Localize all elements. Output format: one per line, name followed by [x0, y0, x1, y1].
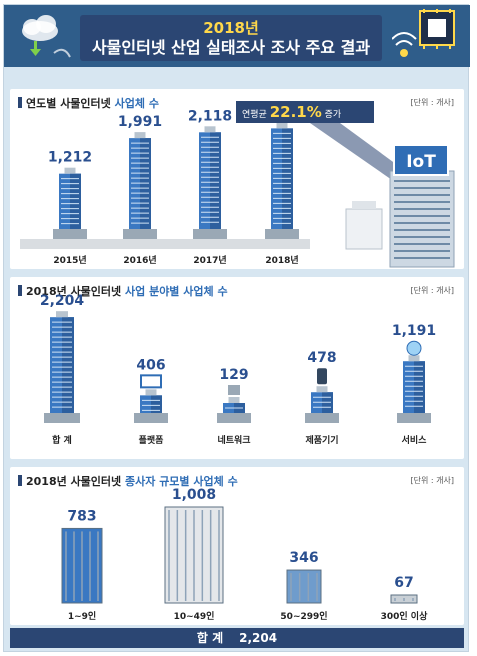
bar-0 [44, 311, 80, 423]
bar-3 [265, 122, 299, 239]
callout-text: 연평균 22.1% 증가 [242, 103, 341, 121]
bar-4 [397, 355, 431, 423]
panel-field-title-prefix: 2018년 사물인터넷 [26, 285, 125, 298]
total-value: 2,204 [239, 631, 278, 645]
data-label-0: 783 [67, 508, 96, 524]
bar-3 [305, 386, 339, 423]
bar-0 [53, 167, 87, 239]
x-tick-label-3: 제품기기 [305, 434, 338, 446]
data-label-3: 478 [307, 350, 336, 366]
panel-field-title: 2018년 사물인터넷 사업 분야별 사업체 수 [18, 283, 228, 299]
panel-yearly-title-prefix: 연도별 사물인터넷 [26, 97, 115, 110]
small-building [345, 208, 383, 250]
data-label-4: 1,191 [392, 323, 436, 339]
x-tick-label-2: 2017년 [193, 254, 226, 266]
infographic-page: 2018년 사물인터넷 산업 실태조사 조사 주요 결과 연도별 사물인터넷 사… [3, 4, 470, 652]
panel-yearly: 연도별 사물인터넷 사업체 수 [단위 : 개사] 1,212 2015년 1,99… [10, 89, 464, 269]
iot-sign [393, 144, 449, 176]
data-label-2: 2,118 [188, 108, 232, 124]
panel-field-unit: [단위 : 개사] [410, 286, 454, 295]
x-tick-label-2: 50~299인 [280, 611, 327, 622]
panel-size-title-highlight: 종사자 규모별 사업체 수 [125, 475, 238, 488]
bar-1 [134, 389, 168, 423]
data-label-1: 1,008 [172, 487, 216, 503]
server-icon [228, 385, 240, 395]
title-year: 2018년 [203, 19, 259, 37]
chart-field: 2,204 합 계 406 플랫폼 129 네트워크 478 제품기기 1,191 서비스 [40, 293, 436, 446]
total-bar: 합 계 2,204 [10, 628, 464, 648]
panel-size-unit: [단위 : 개사] [410, 476, 454, 485]
x-tick-label-0: 합 계 [52, 434, 72, 446]
chart-size: 783 1~9인 1,008 10~49인 346 50~299인 67 300인 이상 [61, 487, 428, 622]
data-label-1: 1,991 [118, 114, 162, 130]
cloud-icon [22, 15, 71, 58]
x-tick-label-3: 300인 이상 [381, 610, 428, 622]
panel-field-title-highlight: 사업 분야별 사업체 수 [125, 285, 228, 298]
data-label-1: 406 [136, 357, 165, 373]
bar-2 [217, 397, 251, 423]
bar-1 [123, 132, 157, 239]
panel-size: 2018년 사물인터넷 종사자 규모별 사업체 수 [단위 : 개사] 783 1… [10, 467, 464, 625]
x-tick-label-4: 서비스 [402, 434, 428, 446]
page-title: 사물인터넷 산업 실태조사 조사 주요 결과 [91, 38, 371, 57]
x-tick-label-0: 2015년 [53, 254, 86, 266]
small-building-roof [352, 201, 376, 209]
chip-icon [392, 9, 455, 57]
total-label: 합 계 [196, 631, 224, 645]
phone-icon [317, 368, 327, 385]
bar-2 [286, 569, 322, 604]
x-tick-label-1: 플랫폼 [139, 434, 164, 446]
globe-icon [406, 340, 422, 356]
x-tick-label-2: 네트워크 [217, 434, 250, 446]
iot-sign-text: IoT [406, 152, 436, 172]
x-tick-label-1: 2016년 [123, 254, 156, 266]
monitor-icon [140, 374, 162, 389]
chart-yearly: 1,2122015년1,9912016년2,1182017년2,2042018년… [20, 101, 455, 268]
x-tick-label-1: 10~49인 [174, 611, 215, 622]
callout-box [236, 101, 374, 123]
data-label-0: 1,212 [48, 150, 92, 166]
data-label-2: 346 [289, 550, 318, 566]
panel-yearly-title: 연도별 사물인터넷 사업체 수 [18, 95, 159, 111]
title-box: 2018년 사물인터넷 산업 실태조사 조사 주요 결과 [80, 15, 382, 61]
panel-yearly-title-highlight: 사업체 수 [114, 97, 159, 110]
ground-strip [20, 239, 310, 249]
panel-size-title: 2018년 사물인터넷 종사자 규모별 사업체 수 [18, 473, 238, 489]
panel-field: 2018년 사물인터넷 사업 분야별 사업체 수 [단위 : 개사] 2,204… [10, 277, 464, 459]
data-label-0: 2,204 [40, 293, 85, 309]
panel-yearly-unit: [단위 : 개사] [410, 98, 454, 107]
header-banner: 2018년 사물인터넷 산업 실태조사 조사 주요 결과 [4, 5, 470, 67]
x-tick-label-0: 1~9인 [68, 611, 96, 622]
data-label-2: 129 [219, 367, 248, 383]
panel-size-title-prefix: 2018년 사물인터넷 [26, 475, 125, 488]
x-tick-label-3: 2018년 [265, 254, 298, 266]
data-label-3: 67 [394, 575, 413, 591]
iot-tower [389, 170, 455, 268]
bar-2 [193, 126, 227, 239]
